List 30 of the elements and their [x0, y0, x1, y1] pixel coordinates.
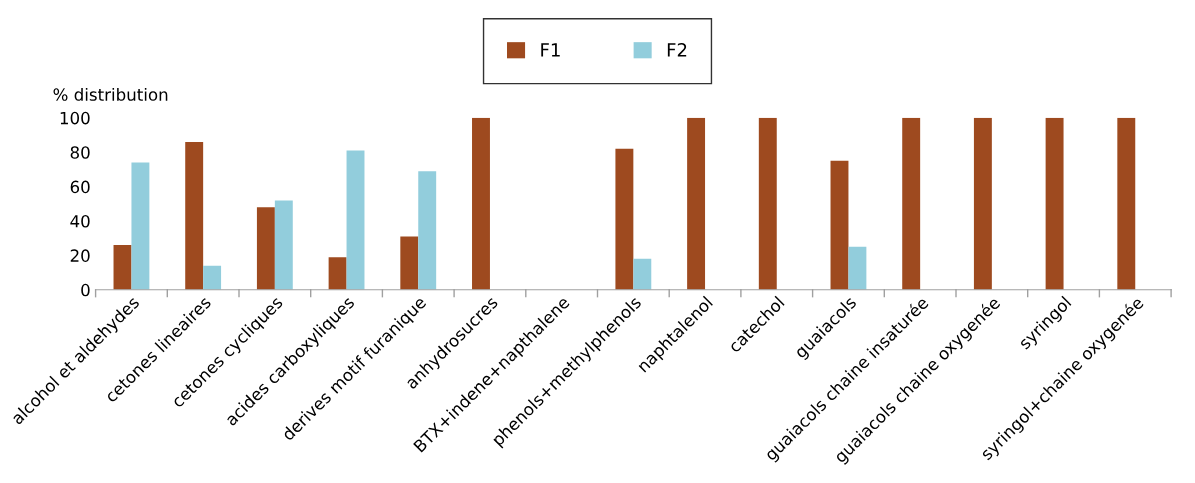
bar [346, 150, 365, 290]
bar [472, 117, 490, 290]
legend-label: F2 [667, 43, 687, 57]
bar [615, 148, 634, 290]
y-axis-title: % distribution [53, 87, 168, 101]
bar [400, 236, 419, 290]
bar [758, 117, 777, 290]
bar [256, 207, 275, 290]
y-tick-label: 100 [60, 111, 90, 125]
bar [830, 160, 849, 290]
y-tick-label: 0 [81, 283, 90, 297]
legend-label: F1 [541, 43, 560, 57]
bar [1117, 117, 1136, 290]
bar [973, 117, 992, 290]
y-tick-label: 20 [70, 249, 90, 262]
bar [185, 141, 204, 290]
bar [687, 117, 706, 290]
bar [633, 258, 652, 290]
bar [902, 117, 921, 290]
bar [418, 171, 437, 290]
y-tick-label: 60 [70, 180, 90, 194]
bar [203, 265, 222, 290]
bar [848, 246, 867, 290]
bar [274, 200, 293, 290]
y-tick-label: 80 [70, 146, 90, 159]
bar [328, 257, 347, 290]
bar [113, 245, 132, 290]
bar [131, 162, 150, 290]
bar [1045, 117, 1064, 290]
y-tick-label: 40 [70, 214, 90, 228]
